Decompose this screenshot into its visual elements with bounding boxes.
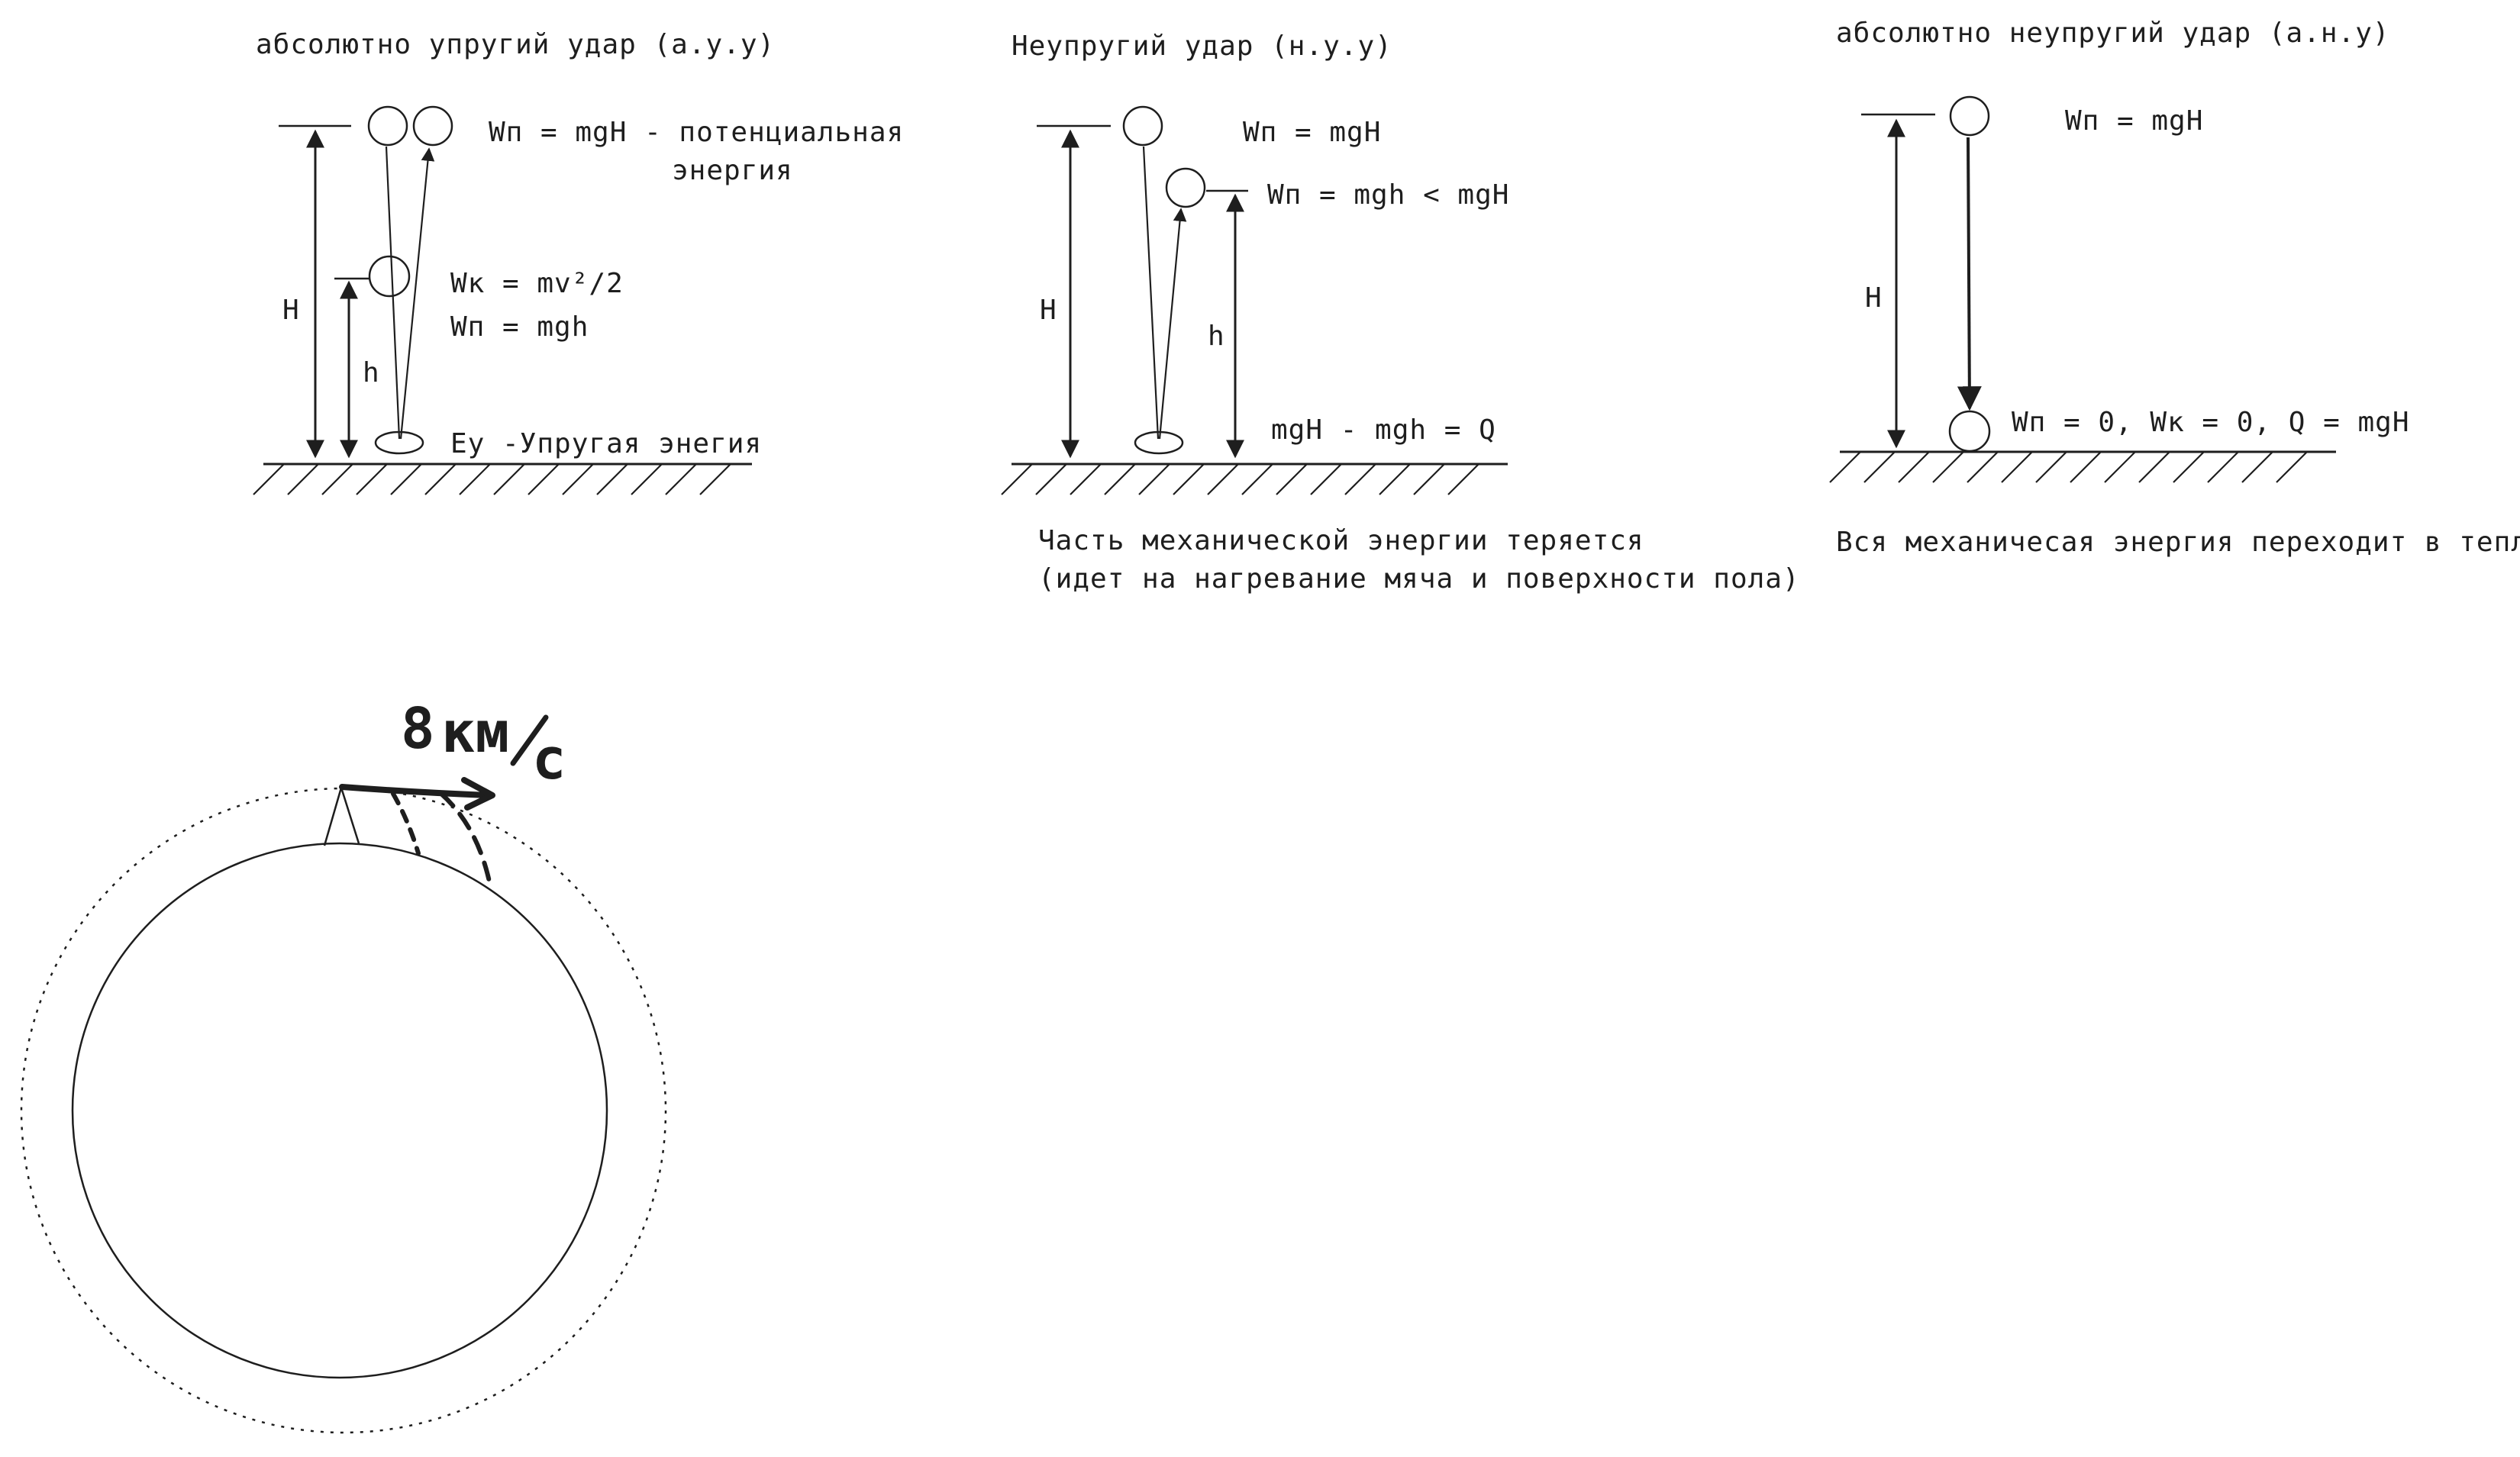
- height-H-label: H: [1865, 282, 1883, 314]
- elastic-collision-panel: абсолютно упругий удар (а.у.у) H h Wп = …: [253, 29, 904, 495]
- elastic-wp-top: Wп = mgH - потенциальная: [489, 117, 904, 148]
- planet-circle: [71, 842, 608, 1379]
- speed-unit: км: [441, 700, 509, 766]
- orbit-sketch: 8 км с: [20, 696, 667, 1434]
- ball-top-left: [367, 105, 408, 147]
- speed-number: 8: [401, 696, 435, 762]
- elastic-title: абсолютно упругий удар (а.у.у): [256, 29, 775, 60]
- elastic-wp-mid: Wп = mgh: [450, 311, 589, 343]
- inelastic-collision-panel: Неупругий удар (н.у.у) H h Wп = mgH Wп =…: [1001, 31, 1800, 595]
- inelastic-wp-mid: Wп = mgh < mgH: [1267, 179, 1509, 211]
- trajectory-long: [439, 791, 493, 891]
- inelastic-note-line1: Часть механической энергии теряется: [1038, 525, 1644, 556]
- elastic-eu: Eу -Упругая энегия: [450, 428, 762, 459]
- height-h-label: h: [363, 357, 380, 388]
- ground-hatching: [253, 463, 731, 495]
- ball-squashed: [1134, 430, 1184, 455]
- ball-mid: [368, 255, 411, 298]
- trajectory-short: [391, 791, 421, 856]
- speed-fraction-slash: [510, 714, 549, 766]
- inelastic-q: mgH - mgh = Q: [1271, 414, 1496, 446]
- elastic-wp-top-cont: энергия: [672, 155, 793, 186]
- velocity-arrow-shaft: [339, 784, 492, 798]
- ground-hatching: [1001, 463, 1479, 495]
- perfect-bottom: Wп = 0, Wк = 0, Q = mgH: [2012, 407, 2410, 438]
- orbit-dotted-circle: [20, 787, 667, 1434]
- fall-path: [1142, 146, 1160, 440]
- height-H-label: H: [1040, 295, 1057, 326]
- ball-rebound: [1165, 167, 1206, 208]
- inelastic-title: Неупругий удар (н.у.у): [1012, 31, 1392, 62]
- inelastic-note-line2: (идет на нагревание мяча и поверхности п…: [1038, 563, 1800, 595]
- fall-arrow: [1957, 137, 1982, 411]
- height-H-label: H: [282, 295, 300, 326]
- velocity-arrow-head: [461, 777, 495, 811]
- ground-hatching: [1829, 451, 2308, 483]
- bounce-path: [399, 147, 435, 440]
- perfect-note: Вся механичесая энергия переходит в тепл…: [1836, 527, 2520, 558]
- perfect-title: абсолютно неупругий удар (а.н.у): [1836, 18, 2390, 49]
- ball-top-right: [412, 105, 453, 147]
- ball-top: [1949, 95, 1990, 137]
- ball-bottom: [1948, 410, 1991, 453]
- inelastic-wp-top: Wп = mgH: [1243, 117, 1381, 148]
- speed-denominator: с: [532, 727, 566, 792]
- bounce-path: [1158, 208, 1187, 440]
- perfectly-inelastic-panel: абсолютно неупругий удар (а.н.у) H Wп = …: [1829, 18, 2520, 558]
- mountain-outline: [323, 784, 360, 846]
- elastic-wk: Wк = mv²/2: [450, 268, 624, 299]
- fall-path: [385, 146, 401, 440]
- perfect-wp-top: Wп = mgH: [2065, 105, 2203, 137]
- ball-top: [1122, 105, 1163, 147]
- height-h-label: h: [1208, 321, 1225, 352]
